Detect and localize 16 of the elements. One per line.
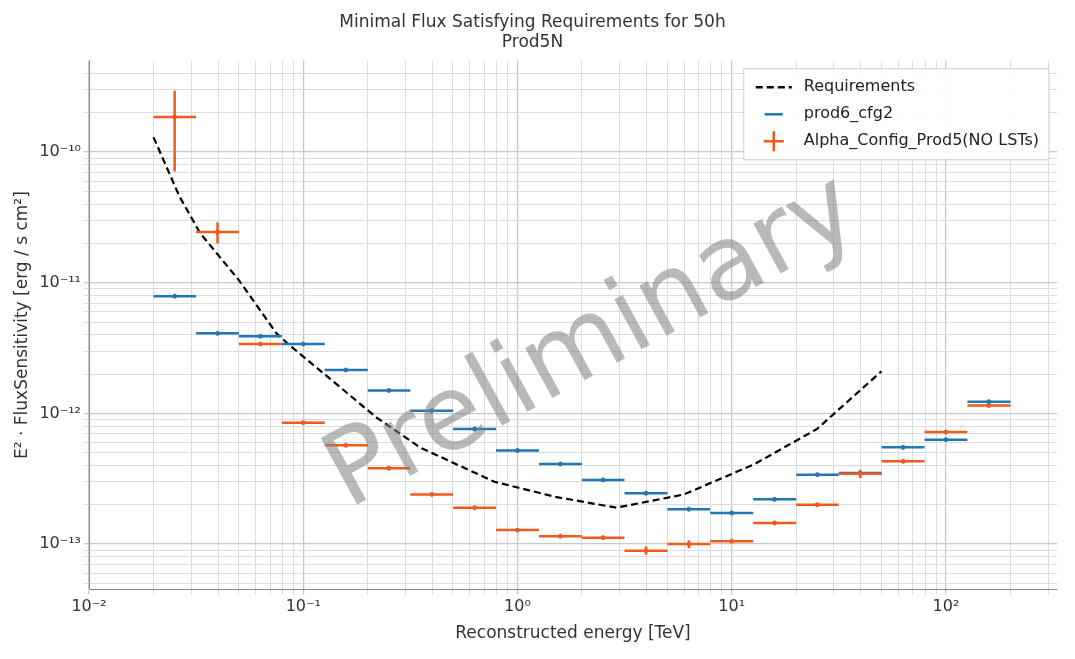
- y-tick-label: 10⁻¹⁰: [39, 141, 82, 161]
- x-tick-label: 10⁻²: [71, 596, 107, 616]
- x-axis-title: Reconstructed energy [TeV]: [455, 622, 691, 643]
- y-tick-label: 10⁻¹¹: [39, 271, 82, 291]
- legend-label: Requirements: [803, 76, 916, 96]
- chart-subtitle: Prod5N: [501, 31, 564, 52]
- y-axis-title: E² · FluxSensitivity [erg / s cm²]: [10, 191, 31, 459]
- x-tick-label: 10⁻¹: [285, 596, 321, 616]
- y-tick-label: 10⁻¹²: [39, 402, 82, 422]
- legend-label: prod6_cfg2: [803, 103, 894, 124]
- legend-label: Alpha_Config_Prod5(NO LSTs): [803, 130, 1040, 151]
- y-tick-label: 10⁻¹³: [39, 533, 82, 553]
- x-tick-label: 10⁰: [504, 596, 531, 616]
- x-tick-label: 10²: [932, 596, 960, 616]
- chart-title: Minimal Flux Satisfying Requirements for 50h: [339, 10, 726, 31]
- x-tick-label: 10¹: [718, 596, 746, 616]
